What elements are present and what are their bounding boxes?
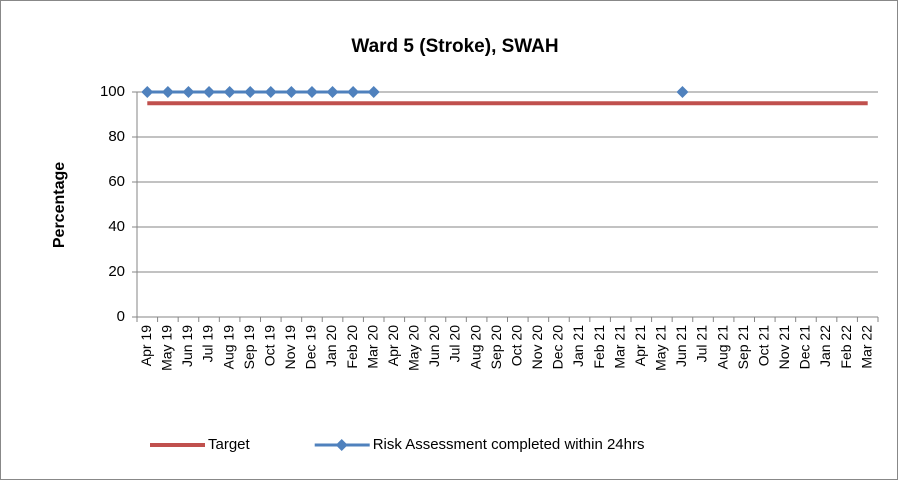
x-tick-label: Oct 19 (261, 325, 277, 366)
x-tick-label: Aug 19 (220, 325, 236, 370)
x-tick-label: Dec 20 (550, 325, 566, 370)
x-tick-label: Oct 20 (508, 325, 524, 366)
x-tick-label: Sep 21 (735, 325, 751, 370)
x-tick-label: Feb 20 (344, 325, 360, 369)
x-tick-label: Aug 21 (714, 325, 730, 370)
point (285, 86, 298, 98)
x-tick-label: Feb 22 (838, 325, 854, 369)
y-tick-label: 100 (100, 83, 125, 100)
x-tick-label: Jan 20 (323, 325, 339, 367)
point (182, 86, 195, 98)
x-tick-label: Apr 20 (385, 325, 401, 366)
legend-label: Target (208, 436, 251, 453)
x-tick-label: Apr 21 (632, 325, 648, 366)
point (141, 86, 154, 98)
y-tick-label: 0 (117, 308, 125, 325)
y-tick-label: 20 (108, 263, 125, 280)
x-tick-label: May 20 (406, 325, 422, 371)
x-tick-label: Jul 19 (200, 325, 216, 363)
x-tick-label: Mar 20 (364, 325, 380, 369)
point (367, 86, 380, 98)
y-axis-label: Percentage (51, 162, 68, 248)
x-tick-label: Jan 21 (570, 325, 586, 367)
x-tick-label: Jun 19 (179, 325, 195, 367)
x-tick-label: Nov 19 (282, 325, 298, 370)
point (264, 86, 277, 98)
x-tick-label: Mar 21 (611, 325, 627, 369)
point (347, 86, 360, 98)
y-tick-label: 40 (108, 218, 125, 235)
x-tick-label: Apr 19 (138, 325, 154, 366)
x-tick-label: Nov 20 (529, 325, 545, 370)
legend-marker (335, 439, 348, 451)
x-tick-label: Jun 21 (673, 325, 689, 367)
x-tick-label: Jan 22 (817, 325, 833, 367)
x-tick-label: Mar 22 (858, 325, 874, 369)
legend-label: Risk Assessment completed within 24hrs (373, 436, 645, 453)
x-tick-label: Dec 21 (797, 325, 813, 370)
x-tick-label: May 21 (653, 325, 669, 371)
y-tick-label: 60 (108, 173, 125, 190)
x-tick-label: Nov 21 (776, 325, 792, 370)
point (244, 86, 257, 98)
x-tick-label: Dec 19 (303, 325, 319, 370)
x-tick-label: Feb 21 (591, 325, 607, 369)
point (676, 86, 689, 98)
x-tick-label: Aug 20 (467, 325, 483, 370)
x-tick-label: Sep 20 (488, 325, 504, 370)
point (326, 86, 339, 98)
point (223, 86, 236, 98)
y-tick-label: 80 (108, 128, 125, 145)
x-tick-label: May 19 (159, 325, 175, 371)
point (161, 86, 174, 98)
x-tick-label: Sep 19 (241, 325, 257, 370)
chart-title: Ward 5 (Stroke), SWAH (351, 36, 558, 57)
x-tick-label: Jul 21 (694, 325, 710, 363)
x-tick-label: Oct 21 (755, 325, 771, 366)
point (203, 86, 216, 98)
point (305, 86, 318, 98)
x-tick-label: Jul 20 (447, 325, 463, 363)
x-tick-label: Jun 20 (426, 325, 442, 367)
